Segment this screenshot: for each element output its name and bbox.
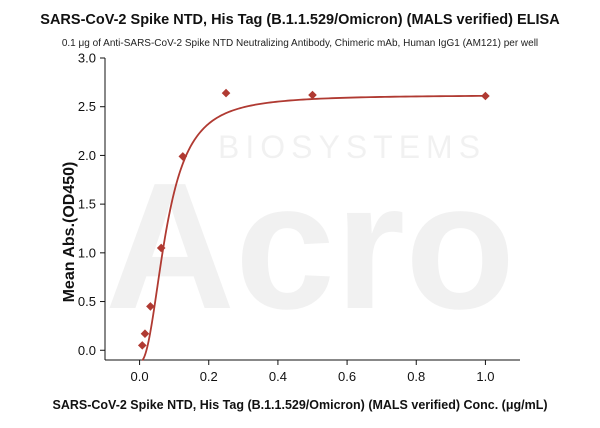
x-tick-label: 0.4 — [269, 369, 287, 384]
x-tick-label: 1.0 — [476, 369, 494, 384]
y-tick-label: 1.0 — [78, 245, 96, 260]
x-axis-ticks: 0.0 0.2 0.4 0.6 0.8 1.0 — [131, 360, 494, 384]
y-axis-title: Mean Abs.(OD450) — [61, 162, 78, 303]
x-axis-title: SARS-CoV-2 Spike NTD, His Tag (B.1.1.529… — [53, 398, 548, 412]
y-axis-ticks: 0.0 0.5 1.0 1.5 2.0 2.5 3.0 — [78, 51, 105, 358]
chart-subtitle: 0.1 μg of Anti-SARS-CoV-2 Spike NTD Neut… — [62, 38, 538, 49]
watermark-brand: Acro — [105, 146, 515, 347]
y-tick-label: 0.5 — [78, 294, 96, 309]
x-tick-label: 0.2 — [200, 369, 218, 384]
data-point — [140, 329, 150, 338]
x-tick-label: 0.6 — [338, 369, 356, 384]
data-point — [221, 88, 231, 98]
y-tick-label: 0.0 — [78, 343, 96, 358]
data-points — [137, 88, 490, 350]
data-point — [137, 341, 147, 350]
x-tick-label: 0.0 — [131, 369, 149, 384]
data-point — [146, 302, 155, 311]
y-tick-label: 2.0 — [78, 148, 96, 163]
y-tick-label: 3.0 — [78, 51, 96, 66]
chart-title: SARS-CoV-2 Spike NTD, His Tag (B.1.1.529… — [40, 12, 560, 28]
x-tick-label: 0.8 — [407, 369, 425, 384]
axes — [104, 58, 520, 361]
watermark-tagline: BIOSYSTEMS — [218, 129, 486, 165]
y-tick-label: 1.5 — [78, 197, 96, 212]
data-point — [156, 243, 166, 253]
watermark: Acro BIOSYSTEMS — [105, 129, 515, 347]
data-point — [308, 90, 317, 100]
data-point — [481, 91, 490, 101]
data-point — [178, 152, 188, 161]
fit-curve — [141, 94, 486, 362]
y-tick-label: 2.5 — [78, 99, 96, 114]
